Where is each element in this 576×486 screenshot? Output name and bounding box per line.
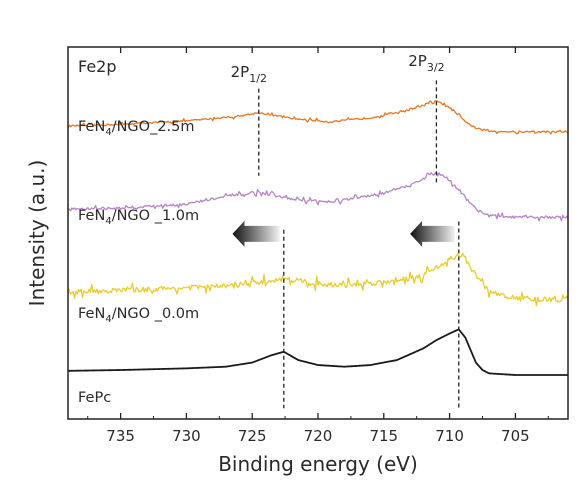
series-line-0 [67,100,569,135]
panel-label: Fe2p [78,57,117,76]
peak-label-sub: 1/2 [249,72,267,85]
series-line-3 [67,328,568,376]
series-label-sub: 4 [105,127,111,138]
x-axis-label: Binding energy (eV) [218,452,418,476]
x-tick-label: 705 [501,427,530,445]
x-tick-label: 735 [106,427,135,445]
peak-label-base: 2P [408,52,427,70]
series-label-rest: /NGO _0.0m [112,306,199,322]
x-tick-label: 725 [238,427,267,445]
y-axis-label: Intensity (a.u.) [25,160,49,307]
shift-arrow-1 [410,220,455,247]
plot-layer [67,80,569,409]
series-label-1: FeN4/NGO _1.0m [78,208,199,227]
series-label-2: FeN4/NGO _0.0m [78,306,199,325]
series-label-main: FeN [78,208,105,224]
series-label-main: FeN [78,119,105,135]
series-label-0: FeN4/NGO_2.5m [78,119,195,138]
series-label-rest: /NGO_2.5m [112,119,195,135]
shift-arrow-0 [232,220,280,247]
series-label-sub: 4 [105,216,111,227]
x-tick-label: 730 [172,427,201,445]
ticks-layer: 735 730 725 720 715 710 705 [87,47,549,445]
series-label-sub: 4 [105,314,111,325]
peak-label-1: 2P3/2 [408,52,444,74]
x-tick-label: 715 [369,427,398,445]
series-label-3: FePc [78,390,111,406]
peak-label-0: 2P1/2 [231,63,267,85]
series-label-main: FeN [78,306,105,322]
series-label-rest: /NGO _1.0m [112,208,199,224]
peak-label-base: 2P [231,63,250,81]
series-label-main: FePc [78,390,111,406]
peak-label-sub: 3/2 [427,61,445,74]
series-line-2 [67,252,569,307]
x-tick-label: 720 [304,427,333,445]
series-line-1 [67,171,569,222]
x-tick-label: 710 [435,427,464,445]
